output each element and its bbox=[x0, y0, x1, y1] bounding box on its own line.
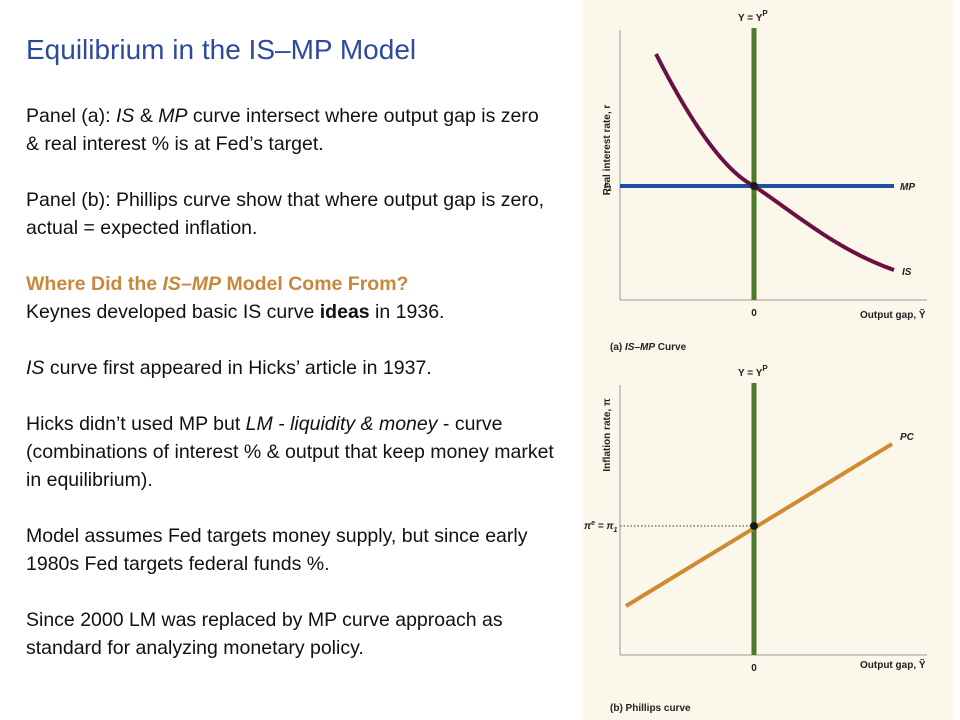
paragraph-money-supply: Model assumes Fed targets money supply, … bbox=[26, 522, 556, 578]
panel-a-zero-tick: 0 bbox=[751, 308, 757, 319]
text-run-italic: LM - liquidity & money bbox=[245, 413, 438, 435]
text-run-bold: ideas bbox=[319, 301, 370, 323]
text-run: Panel (b): Phillips curve show that wher… bbox=[26, 189, 545, 239]
figure-panel: Real interest rate, r Y = YP r1 MP IS 0 … bbox=[582, 0, 954, 720]
text-run: Keynes developed basic IS curve bbox=[26, 301, 320, 323]
panel-a-vline-label: Y = YP bbox=[738, 9, 768, 24]
paragraph-panel-b: Panel (b): Phillips curve show that wher… bbox=[26, 186, 556, 242]
text-run-italic: MP bbox=[158, 105, 188, 127]
panel-a-xlabel: Output gap, Ỹ bbox=[860, 308, 926, 321]
panel-b-caption: (b) Phillips curve bbox=[610, 703, 691, 714]
equilibrium-point-a bbox=[750, 182, 758, 190]
is-curve bbox=[654, 53, 895, 272]
text-run: Model assumes Fed targets money supply, … bbox=[26, 525, 528, 575]
mp-label: MP bbox=[900, 182, 915, 193]
heading-run-italic: IS–MP bbox=[162, 273, 222, 295]
paragraph-panel-a: Panel (a): IS & MP curve intersect where… bbox=[26, 102, 556, 158]
paragraph-hicks: IS curve first appeared in Hicks’ articl… bbox=[26, 354, 556, 382]
panel-a-ylabel: Real interest rate, r bbox=[602, 105, 613, 196]
body-text: Panel (a): IS & MP curve intersect where… bbox=[26, 102, 556, 690]
text-run: Hicks didn’t used MP but bbox=[26, 413, 246, 435]
inflation-equality-label: πe = π1 bbox=[584, 520, 618, 534]
heading-run: Where Did the bbox=[26, 273, 163, 295]
paragraph-lm: Hicks didn’t used MP but LM - liquidity … bbox=[26, 410, 556, 494]
text-run: in 1936. bbox=[369, 301, 445, 323]
paragraph-origin: Where Did the IS–MP Model Come From? Keyn… bbox=[26, 270, 556, 326]
panel-b-zero-tick: 0 bbox=[751, 663, 757, 674]
text-run: curve intersect where output gap is zero… bbox=[26, 105, 539, 155]
text-run: Since 2000 LM was replaced by MP curve a… bbox=[26, 609, 503, 659]
is-mp-phillips-diagram: Real interest rate, r Y = YP r1 MP IS 0 … bbox=[584, 9, 927, 714]
paragraph-since-2000: Since 2000 LM was replaced by MP curve a… bbox=[26, 606, 556, 662]
panel-b-ylabel: Inflation rate, π bbox=[602, 398, 613, 472]
text-run: - curve (combinations of interest % & ou… bbox=[26, 413, 554, 491]
text-run: & bbox=[134, 105, 159, 127]
slide-title: Equilibrium in the IS–MP Model bbox=[26, 34, 417, 65]
panel-a-caption: (a) IS–MP Curve bbox=[610, 342, 687, 353]
text-run: Panel (a): bbox=[26, 105, 116, 127]
panel-b-vline-label: Y = YP bbox=[738, 364, 768, 379]
section-heading: Where Did the IS–MP Model Come From? bbox=[26, 273, 408, 295]
text-run-italic: IS bbox=[26, 357, 45, 379]
heading-run: Model Come From? bbox=[221, 273, 409, 295]
equilibrium-point-b bbox=[750, 522, 758, 530]
is-label: IS bbox=[902, 267, 912, 278]
text-run-italic: IS bbox=[115, 105, 135, 127]
panel-b-xlabel: Output gap, Ỹ bbox=[860, 658, 926, 671]
r1-label: r1 bbox=[604, 180, 612, 193]
pc-label: PC bbox=[900, 432, 915, 443]
text-run: curve first appeared in Hicks’ article i… bbox=[44, 357, 432, 379]
phillips-curve bbox=[624, 442, 894, 608]
